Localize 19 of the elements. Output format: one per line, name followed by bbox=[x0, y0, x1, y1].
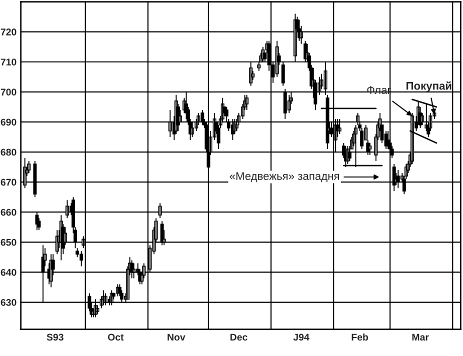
x-tick-label: Feb bbox=[352, 333, 368, 341]
y-tick-label: 630 bbox=[0, 298, 16, 306]
y-tick-label: 680 bbox=[0, 148, 16, 156]
x-tick-label: Mar bbox=[412, 334, 429, 341]
y-tick-label: 710 bbox=[0, 58, 16, 66]
x-tick-label: Nov bbox=[168, 334, 186, 341]
y-tick-label: 640 bbox=[0, 268, 16, 276]
y-tick-label: 660 bbox=[0, 208, 16, 216]
y-tick-label: 670 bbox=[0, 178, 16, 186]
x-tick-label: Dec bbox=[230, 334, 248, 341]
y-tick-label: 690 bbox=[0, 118, 16, 126]
x-tick-label: J94 bbox=[293, 334, 310, 341]
x-tick-label: Oct bbox=[108, 334, 124, 341]
x-tick-label: S93 bbox=[46, 334, 64, 341]
y-tick-label: 700 bbox=[0, 88, 16, 96]
annotation: «Медвежья» западня bbox=[230, 172, 339, 182]
y-tick-label: 650 bbox=[0, 238, 16, 246]
y-tick-label: 720 bbox=[0, 28, 16, 36]
annotation: Покупай bbox=[406, 81, 452, 92]
